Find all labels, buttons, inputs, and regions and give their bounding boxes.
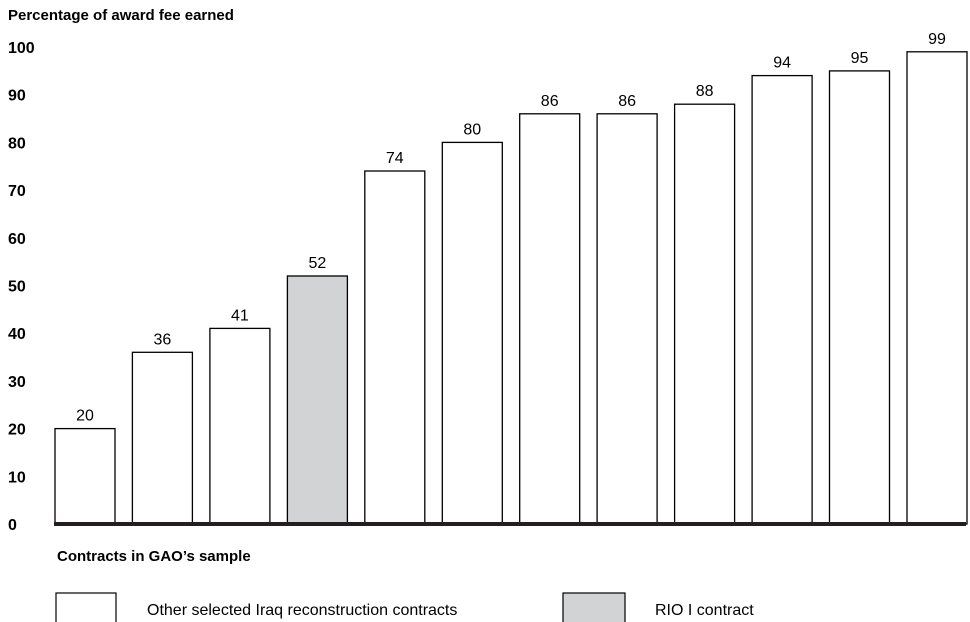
bar-value-label: 88 — [696, 83, 714, 100]
y-tick-label: 50 — [8, 279, 26, 296]
y-tick-label: 80 — [8, 135, 26, 152]
legend: Other selected Iraq reconstruction contr… — [55, 592, 754, 622]
x-axis-title: Contracts in GAO’s sample — [57, 548, 251, 565]
bar-value-label: 86 — [541, 93, 559, 110]
bar-value-label: 41 — [231, 307, 249, 324]
bar — [209, 327, 271, 525]
bar-value-label: 80 — [463, 121, 481, 138]
y-tick-label: 40 — [8, 326, 26, 343]
y-ticks: 0 10 20 30 40 50 60 70 80 90 100 — [8, 40, 35, 534]
bar — [906, 51, 968, 525]
bar — [673, 103, 736, 525]
data-labels: 20 36 41 52 74 80 86 86 88 94 95 99 — [76, 31, 946, 425]
y-tick-label: 10 — [8, 469, 26, 486]
y-tick-label: 0 — [8, 517, 17, 534]
y-tick-label: 60 — [8, 231, 26, 248]
bar-value-label: 74 — [386, 150, 404, 167]
bar — [441, 141, 503, 525]
bar-value-label: 20 — [76, 408, 94, 425]
bars — [54, 51, 968, 525]
bar-value-label: 52 — [309, 255, 327, 272]
y-axis-title: Percentage of award fee earned — [8, 7, 234, 24]
bar — [751, 74, 813, 525]
y-tick-label: 100 — [8, 40, 35, 57]
bar — [596, 113, 658, 525]
y-tick-label: 90 — [8, 88, 26, 105]
y-tick-label: 70 — [8, 183, 26, 200]
bar — [364, 170, 426, 525]
bar-value-label: 36 — [154, 331, 172, 348]
legend-swatch-rio — [562, 592, 626, 622]
bar — [131, 351, 194, 525]
bar — [286, 275, 349, 525]
bar-value-label: 86 — [618, 93, 636, 110]
bar — [519, 113, 581, 525]
bar-value-label: 94 — [773, 55, 791, 72]
legend-swatch-other — [55, 592, 117, 622]
y-tick-label: 20 — [8, 422, 26, 439]
y-tick-label: 30 — [8, 374, 26, 391]
bar-value-label: 95 — [851, 50, 869, 67]
bar — [54, 427, 116, 525]
legend-label-other: Other selected Iraq reconstruction contr… — [147, 602, 457, 619]
bar — [828, 70, 891, 525]
legend-label-rio: RIO I contract — [655, 602, 754, 619]
bar-value-label: 99 — [928, 31, 946, 48]
